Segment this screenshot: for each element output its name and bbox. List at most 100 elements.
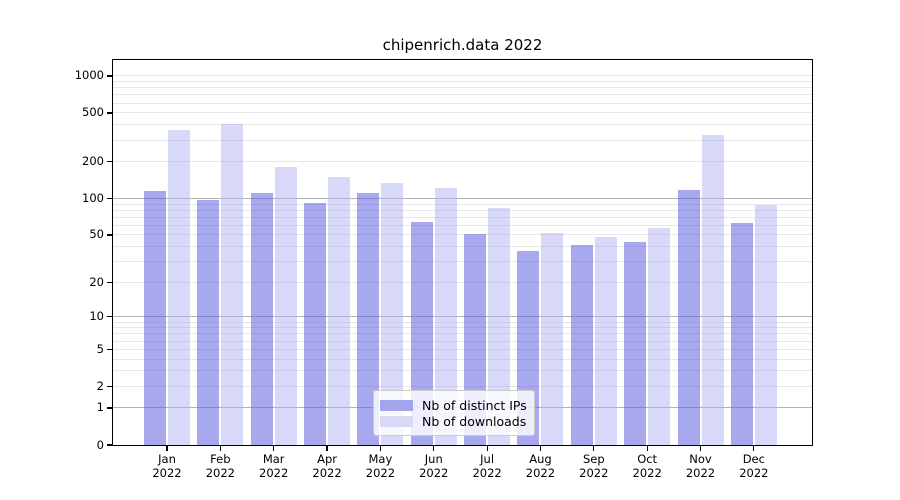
x-tick-label-nov: Nov 2022 xyxy=(685,452,716,480)
x-tick-mark-may xyxy=(379,446,381,451)
bar-distinct-ips-nov xyxy=(677,190,700,445)
gridline-100 xyxy=(113,197,812,199)
x-tick-label-oct: Oct 2022 xyxy=(632,452,662,480)
y-tick-mark-50 xyxy=(107,234,112,236)
gridline-200 xyxy=(113,161,812,163)
bar-distinct-ips-may xyxy=(357,193,380,445)
y-tick-mark-20 xyxy=(107,281,112,283)
y-tick-mark-1000 xyxy=(107,75,112,77)
gridline-70 xyxy=(113,216,812,218)
x-tick-mark-nov xyxy=(699,446,702,451)
gridline-40 xyxy=(113,246,812,248)
x-tick-label-jun: Jun 2022 xyxy=(419,452,449,480)
y-tick-label-500: 500 xyxy=(82,105,104,120)
gridline-800 xyxy=(113,87,812,89)
gridline-8 xyxy=(113,327,812,329)
bar-distinct-ips-feb xyxy=(197,200,220,445)
x-tick-mark-mar xyxy=(273,446,275,451)
y-tick-label-1000: 1000 xyxy=(74,68,104,83)
y-tick-label-200: 200 xyxy=(82,154,104,169)
x-tick-label-sep: Sep 2022 xyxy=(579,452,609,480)
gridline-80 xyxy=(113,209,812,211)
bar-downloads-oct xyxy=(648,228,671,445)
bar-downloads-feb xyxy=(221,123,244,445)
legend-swatch-downloads xyxy=(380,415,413,427)
y-tick-label-10: 10 xyxy=(89,309,104,324)
y-tick-label-0: 0 xyxy=(96,437,104,452)
chart-title: chipenrich.data 2022 xyxy=(382,36,543,54)
gridline-20 xyxy=(113,281,812,283)
y-tick-mark-2 xyxy=(107,385,112,387)
bar-downloads-apr xyxy=(328,177,351,445)
bar-distinct-ips-apr xyxy=(304,203,327,445)
gridline-90 xyxy=(113,203,812,205)
gridline-60 xyxy=(113,224,812,226)
x-tick-mark-dec xyxy=(753,446,755,451)
legend-swatch-distinct-ips xyxy=(380,399,413,411)
y-tick-label-5: 5 xyxy=(96,341,104,356)
y-tick-mark-1 xyxy=(107,407,112,409)
x-tick-mark-sep xyxy=(593,446,595,451)
bar-downloads-jun xyxy=(434,187,457,445)
gridline-7 xyxy=(113,333,812,335)
gridline-300 xyxy=(113,139,812,141)
gridline-6 xyxy=(113,340,812,342)
gridline-900 xyxy=(113,81,812,83)
gridline-4 xyxy=(113,358,812,360)
bar-downloads-nov xyxy=(701,135,724,445)
bar-distinct-ips-sep xyxy=(570,245,593,445)
bar-distinct-ips-oct xyxy=(624,241,647,445)
x-tick-label-jul: Jul 2022 xyxy=(472,452,502,480)
gridline-400 xyxy=(113,124,812,126)
y-tick-label-20: 20 xyxy=(89,274,104,289)
bar-distinct-ips-jan xyxy=(144,191,166,445)
x-tick-mark-apr xyxy=(326,446,328,451)
gridline-1000 xyxy=(113,75,812,77)
x-tick-mark-oct xyxy=(646,446,648,451)
x-tick-mark-aug xyxy=(539,446,542,451)
gridline-5 xyxy=(113,348,812,350)
x-tick-mark-jan xyxy=(166,446,168,451)
gridline-700 xyxy=(113,94,812,96)
bar-downloads-sep xyxy=(594,237,617,445)
y-tick-mark-100 xyxy=(107,197,112,200)
plot-area: Nb of distinct IPs Nb of downloads xyxy=(112,59,813,446)
y-tick-mark-10 xyxy=(107,316,112,318)
gridline-9 xyxy=(113,321,812,323)
y-tick-mark-500 xyxy=(107,112,112,114)
y-tick-label-2: 2 xyxy=(96,378,104,393)
y-tick-mark-5 xyxy=(107,348,112,350)
legend-label-downloads: Nb of downloads xyxy=(422,413,527,429)
x-tick-mark-jun xyxy=(433,446,435,451)
legend-entry-distinct-ips: Nb of distinct IPs xyxy=(380,397,527,413)
y-tick-mark-0 xyxy=(107,444,112,446)
legend-label-distinct-ips: Nb of distinct IPs xyxy=(422,397,527,413)
gridline-2 xyxy=(113,385,812,387)
gridline-30 xyxy=(113,261,812,263)
y-tick-label-100: 100 xyxy=(82,190,104,205)
x-tick-label-mar: Mar 2022 xyxy=(259,452,289,480)
gridline-50 xyxy=(113,234,812,236)
bar-distinct-ips-mar xyxy=(250,192,273,445)
bar-downloads-mar xyxy=(274,167,297,445)
legend: Nb of distinct IPs Nb of downloads xyxy=(373,390,535,436)
gridline-10 xyxy=(113,316,812,318)
x-tick-label-may: May 2022 xyxy=(365,452,396,480)
gridline-600 xyxy=(113,102,812,104)
bar-downloads-jan xyxy=(168,130,190,445)
gridline-500 xyxy=(113,112,812,114)
x-tick-label-dec: Dec 2022 xyxy=(739,452,769,480)
gridline-3 xyxy=(113,370,812,372)
x-tick-mark-jul xyxy=(486,446,488,451)
bar-distinct-ips-dec xyxy=(730,222,753,445)
y-tick-label-1: 1 xyxy=(96,400,104,415)
x-tick-mark-feb xyxy=(219,446,221,451)
x-tick-label-aug: Aug 2022 xyxy=(525,452,556,480)
y-tick-label-50: 50 xyxy=(89,227,104,242)
legend-entry-downloads: Nb of downloads xyxy=(380,413,526,429)
bar-downloads-aug xyxy=(541,232,564,445)
bar-downloads-may xyxy=(381,183,404,445)
bar-downloads-jul xyxy=(488,207,511,445)
y-tick-mark-200 xyxy=(107,161,112,163)
